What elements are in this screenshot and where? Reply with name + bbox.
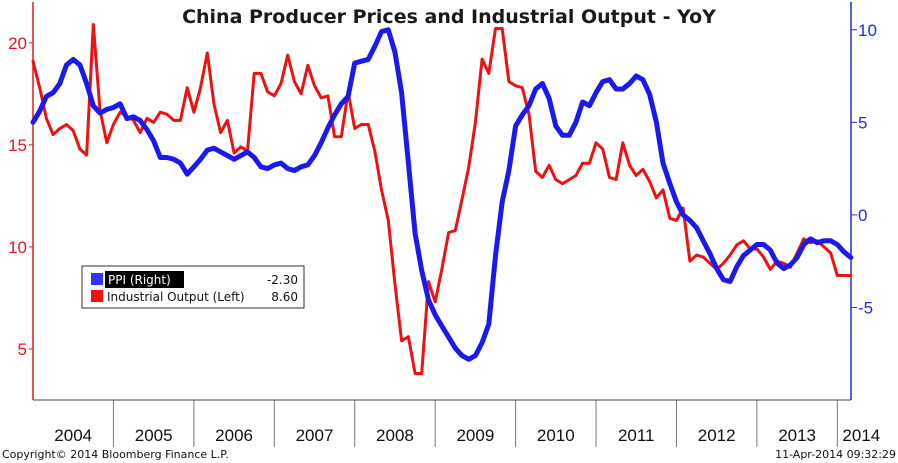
industrial-output-line: [31, 23, 853, 375]
x-tick-label: 2014: [842, 426, 880, 445]
legend-swatch-industrial-output: [91, 290, 103, 302]
x-tick-label: 2009: [456, 426, 494, 445]
x-tick-label: 2010: [537, 426, 575, 445]
left-axis-tick-label: 5: [18, 340, 27, 359]
series-lines: [30, 23, 854, 375]
legend-label-ppi-highlight: [105, 271, 184, 288]
timestamp-text: 11-Apr-2014 09:32:29: [775, 448, 896, 461]
x-tick-label: 2008: [376, 426, 414, 445]
legend-label-industrial-output: Industrial Output (Left): [107, 290, 245, 304]
left-axis-tick-label: 20: [8, 34, 27, 53]
x-tick-label: 2011: [618, 426, 655, 445]
x-tick-label: 2006: [215, 426, 253, 445]
x-tick-label: 2007: [296, 426, 334, 445]
axes: 2004 2005 2006 2007 2008 2009 2010 2011 2012 2013…: [8, 2, 880, 447]
chart-title: China Producer Prices and Industrial Out…: [182, 6, 716, 28]
left-axis-tick-label: 10: [8, 238, 27, 257]
right-axis-tick-label: 5: [858, 113, 867, 132]
legend-value-ppi: -2.30: [267, 273, 298, 287]
legend-swatch-ppi: [91, 273, 103, 285]
x-tick-label: 2004: [54, 426, 92, 445]
copyright-text: Copyright© 2014 Bloomberg Finance L.P.: [2, 448, 229, 461]
right-axis-tick-label: -5: [858, 298, 873, 317]
ppi-line: [30, 27, 854, 362]
left-axis-tick-label: 15: [8, 136, 27, 155]
x-tick-label: 2013: [778, 426, 816, 445]
x-tick-label: 2012: [698, 426, 736, 445]
x-tick-label: 2005: [135, 426, 173, 445]
right-axis-tick-label: 10: [858, 21, 877, 40]
legend-label-ppi: PPI (Right): [108, 273, 171, 287]
right-axis-tick-label: 0: [858, 206, 867, 225]
legend-value-industrial-output: 8.60: [271, 290, 298, 304]
legend: PPI (Right) -2.30 Industrial Output (Lef…: [81, 265, 305, 309]
